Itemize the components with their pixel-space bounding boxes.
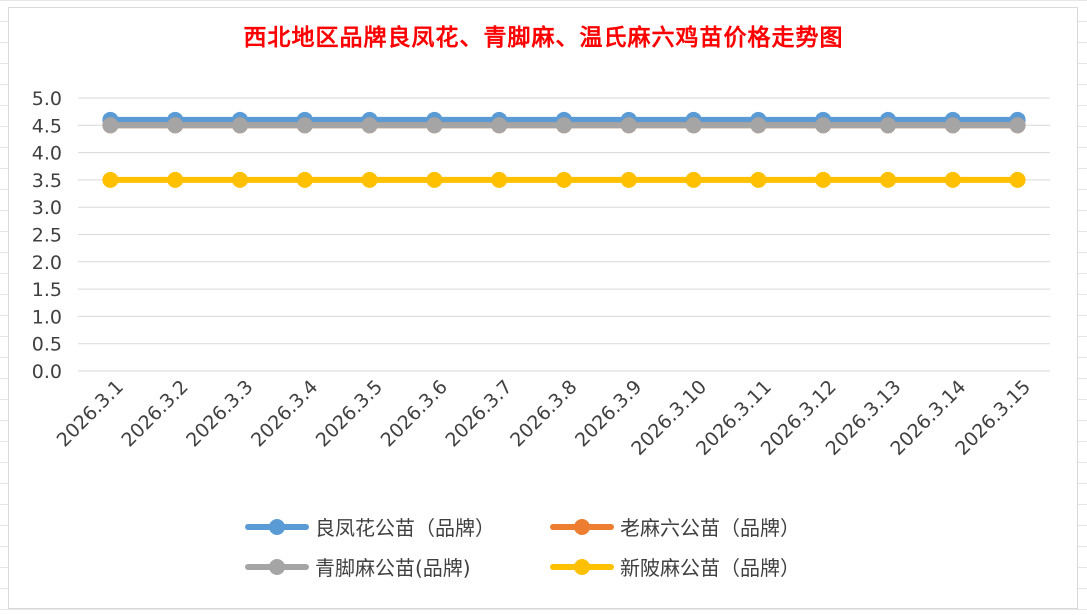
series-3 xyxy=(102,171,1026,188)
y-tick-label: 4.0 xyxy=(32,143,62,165)
data-point xyxy=(426,171,443,188)
data-point xyxy=(102,117,119,134)
x-tick-label: 2026.3.5 xyxy=(312,376,387,451)
legend-label: 老麻六公苗（品牌） xyxy=(620,516,800,540)
data-point xyxy=(296,171,313,188)
data-point xyxy=(491,171,508,188)
x-tick-label: 2026.3.6 xyxy=(377,376,452,451)
y-tick-label: 4.5 xyxy=(32,115,62,137)
data-point xyxy=(232,117,248,134)
legend-item-series-3: 新陂麻公苗（品牌） xyxy=(550,552,800,581)
chart-title: 西北地区品牌良凤花、青脚麻、温氏麻六鸡苗价格走势图 xyxy=(243,24,844,51)
data-point xyxy=(620,171,637,188)
data-point xyxy=(296,117,313,134)
legend-label: 青脚麻公苗(品牌) xyxy=(315,556,471,580)
chart-frame xyxy=(8,7,1078,609)
data-point xyxy=(620,117,637,134)
data-point xyxy=(426,117,443,134)
data-point xyxy=(1009,117,1026,134)
x-tick-label: 2026.3.3 xyxy=(182,376,257,451)
legend-item-series-2: 青脚麻公苗(品牌) xyxy=(245,552,471,581)
series-2 xyxy=(102,117,1026,134)
y-tick-label: 2.0 xyxy=(32,252,62,274)
x-tick-label: 2026.3.8 xyxy=(506,376,581,451)
y-tick-label: 1.0 xyxy=(32,306,62,328)
legend-swatch xyxy=(550,518,614,535)
data-point xyxy=(815,117,832,134)
x-tick-label: 2026.3.7 xyxy=(441,376,516,451)
y-tick-label: 1.5 xyxy=(32,279,62,301)
data-point xyxy=(102,171,119,188)
legend-label: 良凤花公苗（品牌） xyxy=(315,516,495,540)
data-point xyxy=(232,171,248,188)
legend-item-series-1: 老麻六公苗（品牌） xyxy=(550,512,800,541)
legend-swatch xyxy=(245,558,309,575)
data-point xyxy=(1009,171,1026,188)
legend-label: 新陂麻公苗（品牌） xyxy=(620,556,800,580)
data-point xyxy=(167,171,184,188)
data-point xyxy=(685,171,702,188)
legend-swatch xyxy=(245,518,309,535)
legend-item-series-0: 良凤花公苗（品牌） xyxy=(245,512,495,541)
y-tick-label: 0.0 xyxy=(32,361,62,383)
legend-swatch xyxy=(550,558,614,575)
y-tick-label: 5.0 xyxy=(32,88,62,110)
y-tick-label: 3.0 xyxy=(32,197,62,219)
data-point xyxy=(944,117,961,134)
data-point xyxy=(361,171,378,188)
y-tick-label: 0.5 xyxy=(32,334,62,356)
x-tick-label: 2026.3.1 xyxy=(53,376,128,451)
data-point xyxy=(944,171,961,188)
data-point xyxy=(361,117,378,134)
data-point xyxy=(880,117,896,134)
data-point xyxy=(880,171,896,188)
x-tick-label: 2026.3.2 xyxy=(117,376,192,451)
data-point xyxy=(750,117,767,134)
data-point xyxy=(167,117,184,134)
data-point xyxy=(750,171,767,188)
data-point xyxy=(556,117,572,134)
y-tick-label: 3.5 xyxy=(32,170,62,192)
data-point xyxy=(491,117,508,134)
x-tick-label: 2026.3.4 xyxy=(247,376,322,451)
data-point xyxy=(685,117,702,134)
y-tick-label: 2.5 xyxy=(32,225,62,247)
data-point xyxy=(556,171,572,188)
data-point xyxy=(815,171,832,188)
